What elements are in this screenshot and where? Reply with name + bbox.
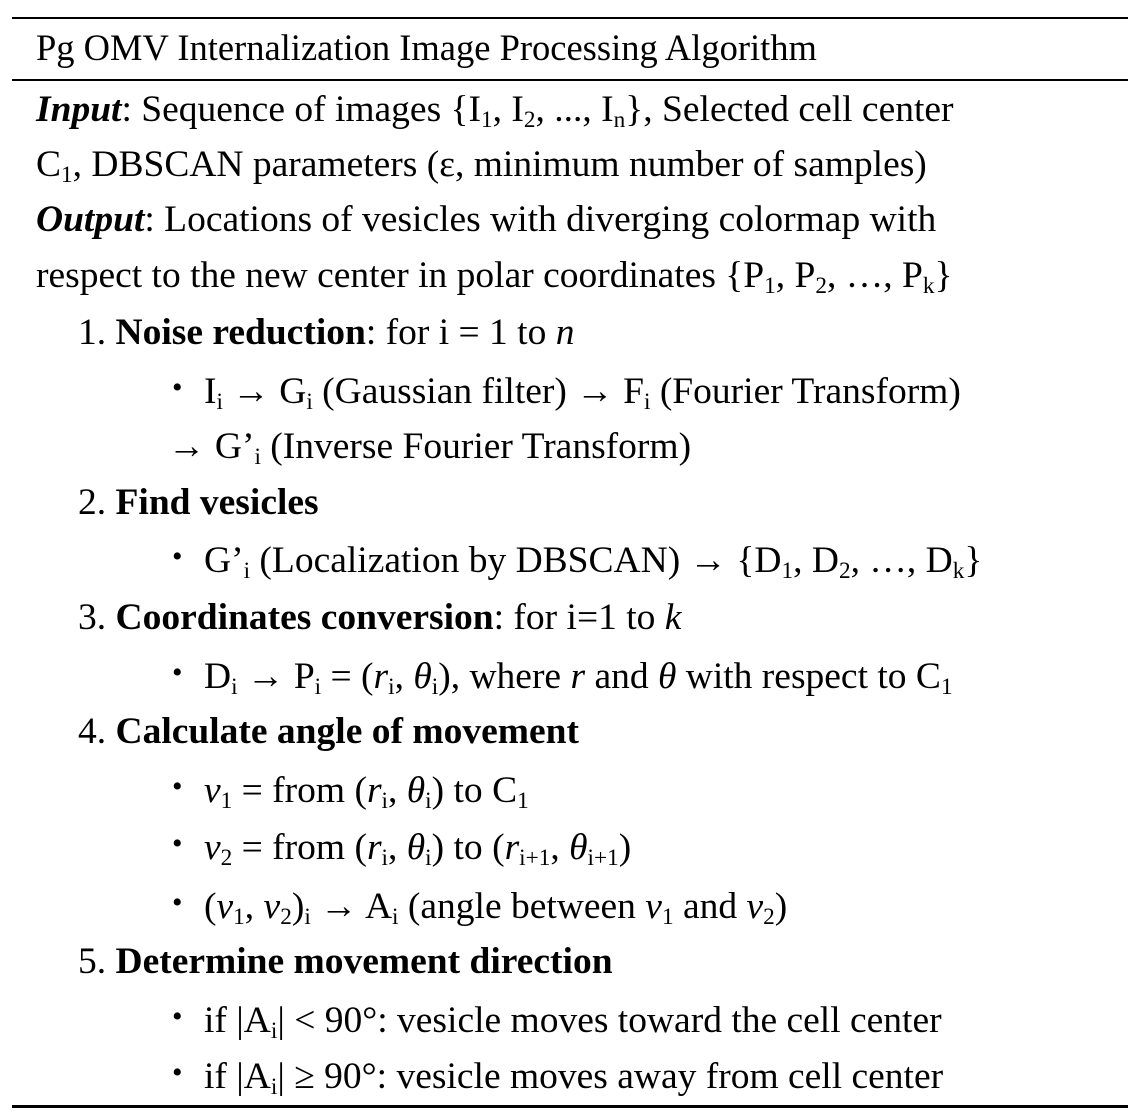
step-title: Find vesicles: [115, 482, 319, 523]
bullet-icon: •: [172, 770, 183, 803]
header-rule: [12, 79, 1128, 81]
top-rule: [12, 17, 1128, 19]
step-title: Coordinates conversion: [115, 597, 494, 638]
bullet-angle-v2: • v2 = from (ri, θi) to (ri+1, θi+1): [172, 826, 631, 872]
bullet-icon: •: [172, 540, 183, 573]
input-line-2: C1, DBSCAN parameters (ε, minimum number…: [36, 144, 927, 188]
step-title: Calculate angle of movement: [115, 711, 579, 752]
bullet-icon: •: [172, 827, 183, 860]
bullet-angle-v1: • v1 = from (ri, θi) to C1: [172, 769, 529, 815]
input-label: Input: [36, 89, 122, 130]
bullet-direction-away: • if |Ai| ≥ 90°: vesicle moves away from …: [172, 1055, 943, 1101]
output-line-1: Output: Locations of vesicles with diver…: [36, 199, 937, 240]
step-calculate-angle: 4. Calculate angle of movement: [78, 711, 579, 752]
input-line-1: Input: Sequence of images {I1, I2, ..., …: [36, 89, 954, 133]
output-line-2: respect to the new center in polar coord…: [36, 255, 953, 299]
bottom-rule: [12, 1105, 1128, 1108]
bullet-find-1: • G’i (Localization by DBSCAN) → {D1, D2,…: [172, 539, 982, 585]
bullet-icon: •: [172, 1056, 183, 1089]
output-label: Output: [36, 199, 145, 240]
step-find-vesicles: 2. Find vesicles: [78, 482, 319, 523]
algorithm-title: Pg OMV Internalization Image Processing …: [36, 27, 817, 68]
bullet-direction-toward: • if |Ai| < 90°: vesicle moves toward the…: [172, 999, 942, 1045]
step-coordinates-conversion: 3. Coordinates conversion: for i=1 to k: [78, 597, 682, 638]
bullet-noise-1: • Ii → Gi (Gaussian filter) → Fi (Fourier…: [172, 370, 961, 416]
step-title: Noise reduction: [115, 312, 366, 353]
step-noise-reduction: 1. Noise reduction: for i = 1 to n: [78, 312, 575, 353]
bullet-angle-between: • (v1, v2)i → Ai (angle between v1 and v2…: [172, 885, 787, 931]
bullet-coord-1: • Di → Pi = (ri, θi), where r and θ with …: [172, 655, 953, 701]
bullet-icon: •: [172, 1000, 183, 1033]
bullet-icon: •: [172, 656, 183, 689]
bullet-noise-2: → G’i (Inverse Fourier Transform): [168, 426, 692, 470]
step-title: Determine movement direction: [115, 941, 613, 982]
bullet-icon: •: [172, 371, 183, 404]
step-determine-direction: 5. Determine movement direction: [78, 941, 613, 982]
bullet-icon: •: [172, 886, 183, 919]
